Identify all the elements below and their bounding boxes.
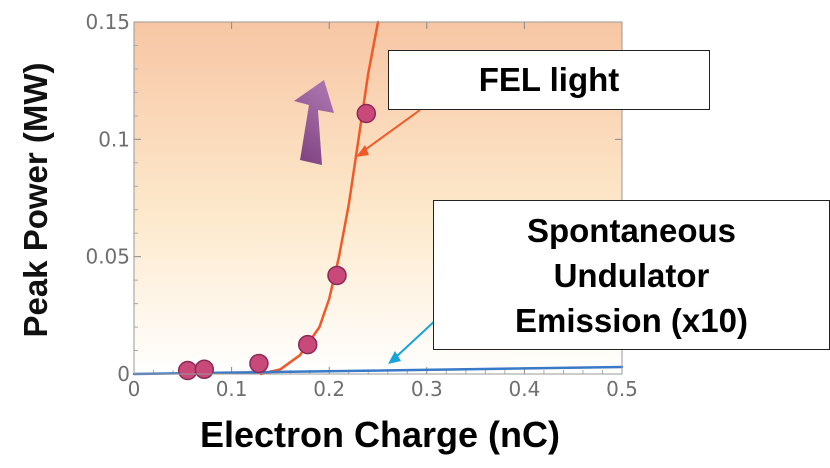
x-axis-title: Electron Charge (nC)	[199, 414, 561, 455]
spont-label-line2: Undulator	[553, 256, 710, 294]
fel-light-label: FEL light	[478, 61, 620, 98]
y-tick-label: 0	[117, 362, 130, 386]
x-tick-label: 0.5	[606, 377, 638, 401]
spont-label-line1: Spontaneous	[526, 211, 736, 249]
fel-data-point	[327, 265, 347, 286]
y-tick-label: 0.05	[85, 245, 130, 269]
up-arrow-icon	[294, 80, 334, 165]
spont-pointer-arrowhead-icon	[388, 351, 401, 364]
fel-data-point	[356, 103, 377, 124]
spont-pointer-line	[395, 317, 439, 358]
fel-data-point	[249, 353, 269, 374]
x-tick-label: 0.4	[508, 377, 540, 401]
fel-data-point	[177, 360, 198, 381]
x-tick-label: 0.2	[313, 377, 345, 401]
spontaneous-emission-callout: Spontaneous Undulator Emission (x10)	[433, 200, 830, 350]
plot-frame	[133, 21, 623, 375]
y-axis-title: Peak Power (MW)	[17, 62, 54, 337]
tick-labels: 0 0.1 0.2 0.3 0.4 0.5 0 0.05 0.1 0.15	[85, 10, 637, 401]
series-layer	[132, 20, 624, 381]
y-axis-title-group: Peak Power (MW)	[17, 62, 54, 337]
fel-pointer-line	[361, 109, 421, 153]
spontaneous-emission-line	[132, 365, 624, 376]
fel-data-point	[297, 334, 318, 355]
y-tick-label: 0.1	[98, 127, 130, 151]
fel-pointer-arrowhead-icon	[356, 145, 369, 157]
x-tick-label: 0.1	[216, 377, 248, 401]
x-tick-label: 0.3	[411, 377, 443, 401]
fel-data-point	[194, 359, 215, 380]
fel-light-callout: FEL light	[388, 50, 710, 110]
spont-label-line3: Emission (x10)	[515, 301, 748, 339]
x-tick-label: 0	[128, 377, 141, 401]
y-tick-label: 0.15	[85, 10, 130, 34]
